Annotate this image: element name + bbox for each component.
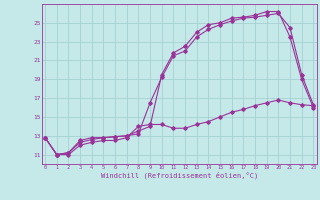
X-axis label: Windchill (Refroidissement éolien,°C): Windchill (Refroidissement éolien,°C): [100, 171, 258, 179]
